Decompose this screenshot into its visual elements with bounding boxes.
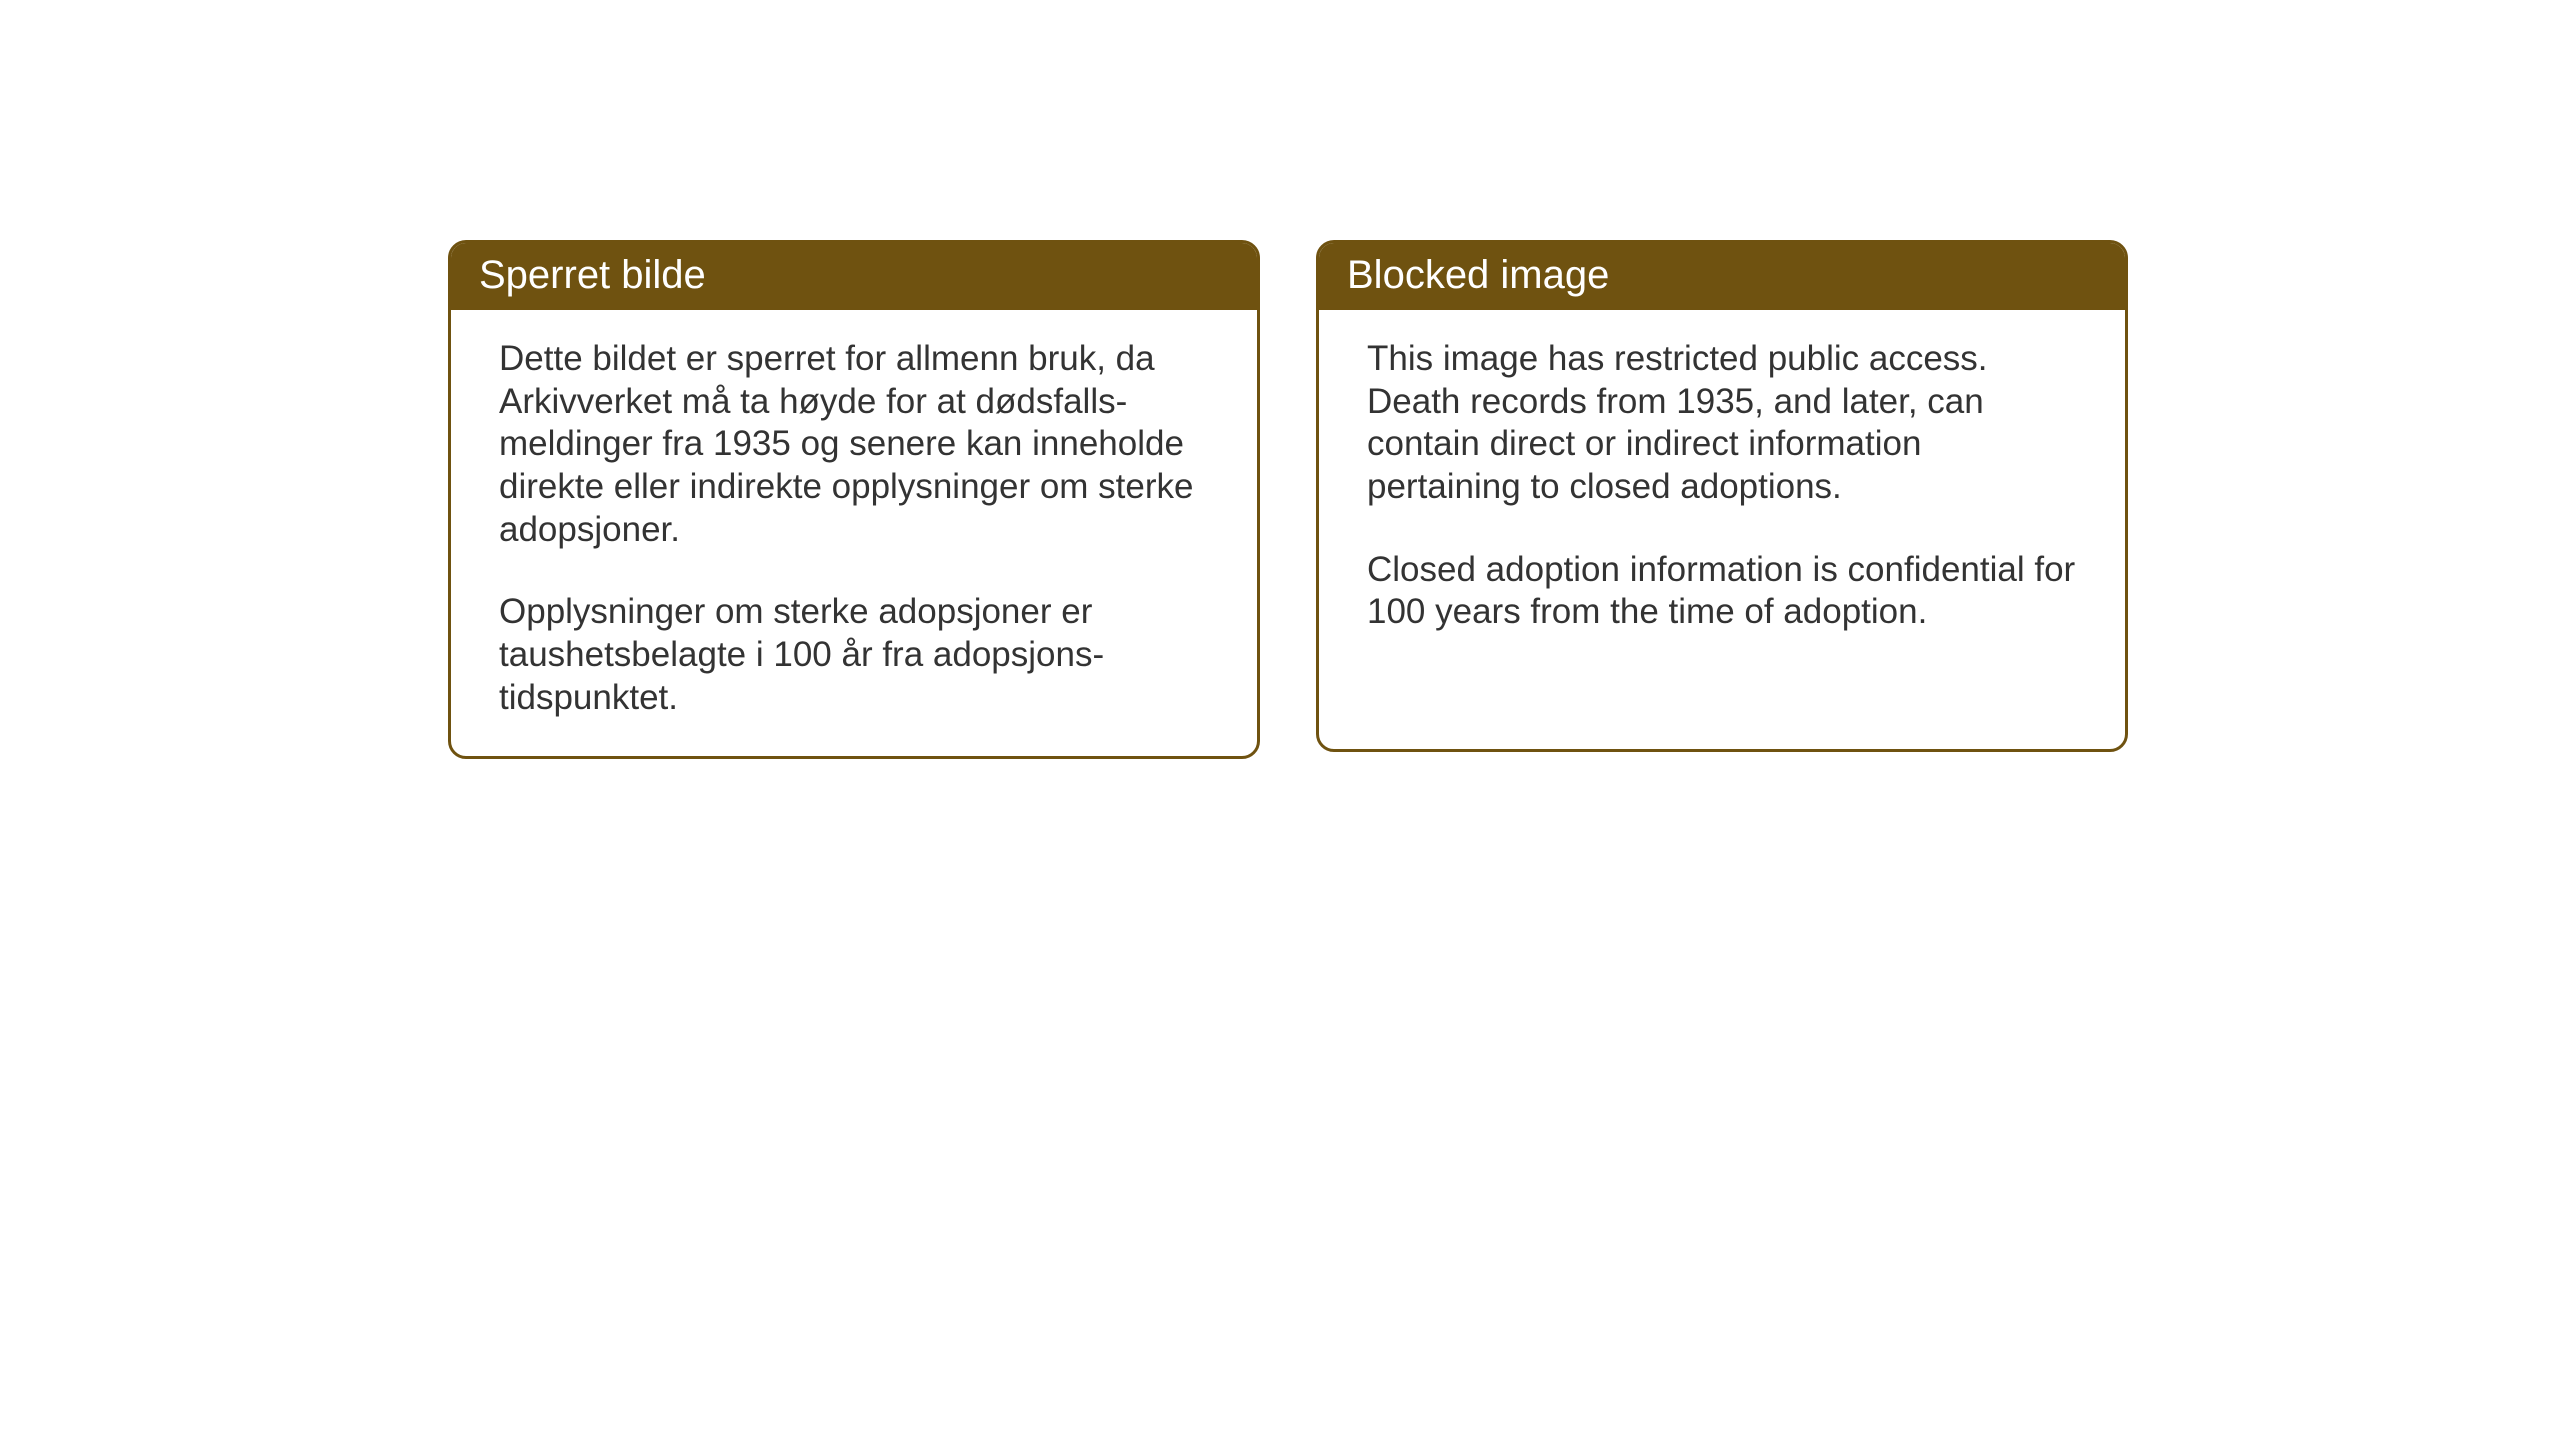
notice-container: Sperret bilde Dette bildet er sperret fo… <box>448 240 2128 759</box>
notice-body-norwegian: Dette bildet er sperret for allmenn bruk… <box>451 310 1257 756</box>
notice-header-norwegian: Sperret bilde <box>451 243 1257 310</box>
notice-body-english: This image has restricted public access.… <box>1319 310 2125 670</box>
notice-card-norwegian: Sperret bilde Dette bildet er sperret fo… <box>448 240 1260 759</box>
notice-paragraph-1-norwegian: Dette bildet er sperret for allmenn bruk… <box>499 338 1213 551</box>
notice-header-english: Blocked image <box>1319 243 2125 310</box>
notice-paragraph-1-english: This image has restricted public access.… <box>1367 338 2081 509</box>
notice-paragraph-2-english: Closed adoption information is confident… <box>1367 549 2081 634</box>
notice-card-english: Blocked image This image has restricted … <box>1316 240 2128 752</box>
notice-paragraph-2-norwegian: Opplysninger om sterke adopsjoner er tau… <box>499 591 1213 719</box>
